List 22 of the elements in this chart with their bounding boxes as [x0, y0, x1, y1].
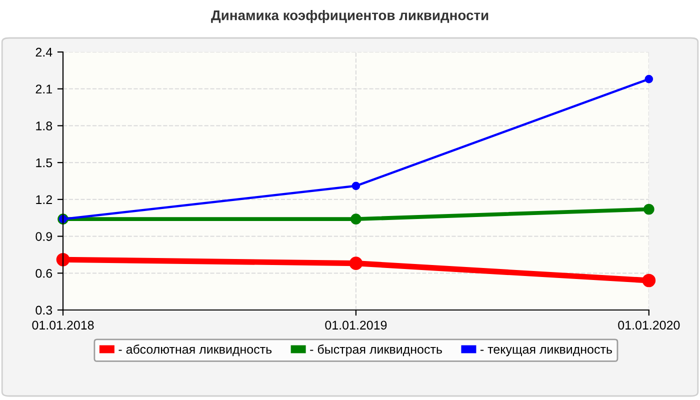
point: [644, 74, 654, 84]
y-tick-label: 2.4: [36, 48, 52, 57]
chart-title: Динамика коэффициентов ликвидности: [211, 10, 488, 23]
point: [349, 256, 363, 270]
y-tick-label: 0.3: [36, 306, 52, 315]
point: [642, 274, 656, 288]
y-tick-label: 2.1: [36, 84, 52, 94]
x-tick-label: 01.01.2020: [618, 320, 680, 330]
y-tick-label: 1.2: [36, 195, 52, 204]
legend-label: - абсолютная ликвидность: [118, 344, 272, 356]
x-tick-label: 01.01.2019: [325, 320, 387, 330]
x-tick-label: 01.01.2018: [32, 320, 94, 330]
legend-label: - текущая ликвидность: [480, 346, 612, 356]
y-tick-label: 1.8: [36, 122, 52, 130]
point: [350, 214, 362, 225]
point: [56, 252, 70, 266]
legend-label: - быстрая ликвидность: [310, 344, 442, 356]
y-tick-label: 0.6: [36, 268, 52, 278]
point: [352, 182, 360, 190]
y-tick-label: 1.5: [36, 158, 52, 168]
y-tick-label: 0.9: [36, 232, 52, 241]
point: [643, 204, 654, 215]
